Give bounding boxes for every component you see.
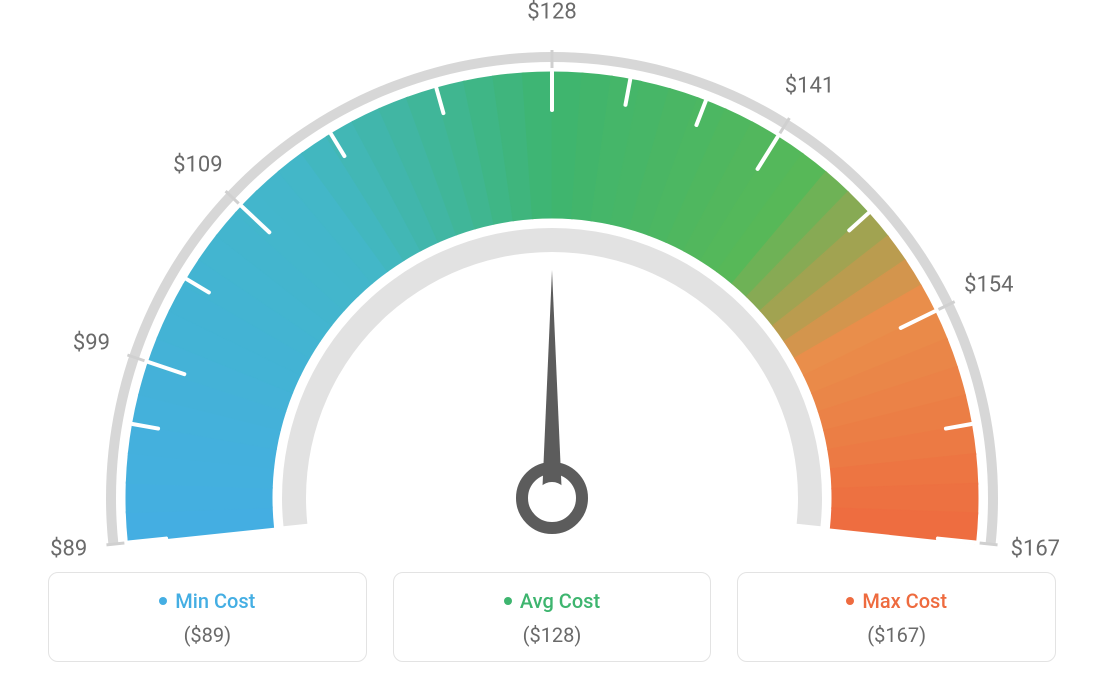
tick-label: $141 [785,73,834,98]
legend-value: ($128) [402,623,703,647]
legend-title: Max Cost [846,589,947,613]
legend-value: ($89) [57,623,358,647]
tick-label: $128 [527,0,576,25]
legend-card-max-cost: Max Cost ($167) [737,572,1056,662]
legend-row: Min Cost ($89) Avg Cost ($128) Max Cost ($167… [48,572,1056,662]
tick-label: $99 [73,330,110,355]
legend-value: ($167) [746,623,1047,647]
gauge-svg [0,0,1104,560]
legend-title: Min Cost [159,589,255,613]
legend-card-min-cost: Min Cost ($89) [48,572,367,662]
cost-gauge: $89 $99 $109 $128 $141 $154 $167 [0,0,1104,560]
tick-label: $89 [50,536,87,561]
tick-label: $109 [173,153,222,178]
legend-title: Avg Cost [504,589,600,613]
needle [522,270,582,528]
tick-label: $154 [964,272,1013,297]
legend-card-avg-cost: Avg Cost ($128) [393,572,712,662]
tick-label: $167 [1011,536,1060,561]
